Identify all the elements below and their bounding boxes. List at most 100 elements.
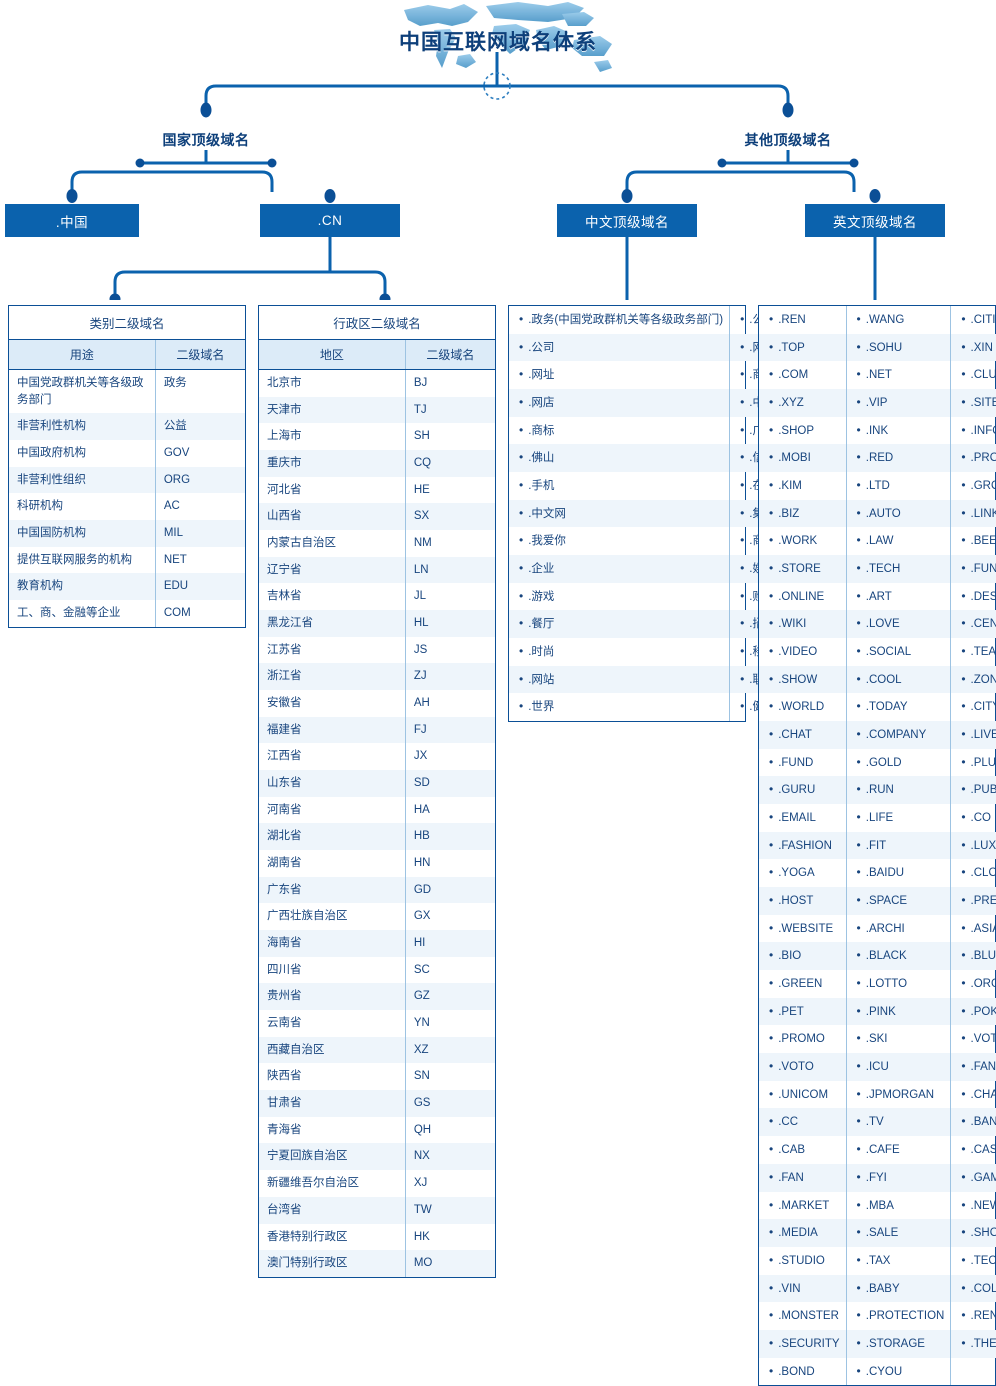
table-row: 新疆维吾尔自治区 XJ [259,1170,495,1197]
table-cell: 湖南省 [267,857,302,870]
node-dot [267,158,277,168]
table-row: .SHOP.INK.INFO [759,416,996,445]
table-row: 广西壮族自治区 GX [259,903,495,931]
table-cell: .MONSTER [759,1302,846,1330]
table-cell: .CITY [950,693,996,722]
node-dot [324,189,336,203]
node-box-cn[interactable]: .CN [260,204,400,237]
table-row: .VIDEO.SOCIAL.TEAM [759,638,996,666]
table-cell: .PRESS [950,887,996,915]
table-cell: ZJ [404,663,495,691]
table-cell: 河北省 [267,483,302,496]
table-row: .STUDIO.TAX.TECHNOLOGY [759,1246,996,1275]
table-cell: .LAW [845,527,951,556]
category-table-grid: 用途 二级域名 中国党政群机关等各级政务部门 政务 非营利性机构 公益 中国政府机构 GO… [9,340,245,627]
table-row: 宁夏回族自治区 NX [259,1143,495,1171]
table-cell: .REN [759,306,846,334]
node-box-english-tld[interactable]: 英文顶级域名 [805,204,945,237]
table-row: .MEDIA.SALE.SHOPPING [759,1219,996,1247]
table-cell: .ASIA [950,914,996,943]
table-cell: NET [154,546,245,574]
table-cell: 云南省 [267,1017,302,1030]
table-cell: .VIN [759,1274,847,1303]
table-row: .PET.PINK.POKER [759,997,996,1026]
table-cell: .SECURITY [759,1329,847,1358]
table-cell: 中国党政群机关等各级政务部门 [17,377,144,406]
table-cell: .PLUS [950,748,996,777]
table-cell: .JPMORGAN [845,1080,951,1109]
table-cell: .网站 [509,665,730,694]
table-cell: .COM [759,361,846,389]
table-cell: .WORLD [759,693,846,721]
table-row: 香港特别行政区 HK [259,1223,495,1251]
table-cell: .TECH [845,555,951,583]
table-cell: .SOHU [845,333,951,362]
table-row: .YOGA.BAIDU.CLOUD [759,859,996,888]
table-cell: .MOBI [759,444,847,473]
table-cell: 山东省 [259,770,406,797]
table-cell: .NEWS [950,1191,996,1220]
table-cell: .RUN [845,776,951,805]
table-row: .MOBI.RED.PRO [759,444,996,473]
table-row: 广东省 GD [259,876,495,904]
table-row: .XYZ.VIP.SITE [759,389,996,417]
node-box-cn-chinese[interactable]: .中国 [5,204,139,237]
node-box-label: 英文顶级域名 [833,214,917,230]
table-cell: .VIDEO [759,638,846,666]
table-cell: SD [404,770,495,797]
table-row: 中国国防机构 MIL [9,520,245,547]
table-cell: JX [404,743,495,771]
table-cell: .我爱你 [509,527,730,555]
table-cell: .ARCHI [845,914,951,943]
node-dot [717,158,727,168]
table-cell: 非营利性组织 [9,466,156,494]
table-cell: .FANS [950,1053,996,1081]
table-cell: 陕西省 [267,1070,302,1083]
branch-label-country-tld: 国家顶级域名 [162,132,250,148]
table-cell: .VOTO [759,1053,847,1081]
table-row: 科研机构 AC [9,493,245,521]
table-row: .HOST.SPACE.PRESS [759,887,996,915]
table-cell: 辽宁省 [259,556,406,584]
table-cell: 吉林省 [267,590,302,603]
node-box-label: .中国 [55,214,89,230]
table-cell: 香港特别行政区 [267,1230,348,1243]
table-cell: 江苏省 [267,643,302,656]
table-cell: SC [404,956,495,984]
table-cell: .STUDIO [759,1247,846,1275]
table-row: 提供互联网服务的机构 NET [9,546,245,574]
table-cell: .LTD [845,472,951,500]
table-cell: .ART [845,582,951,611]
table-row: .MARKET.MBA.NEWS [759,1191,996,1220]
table-cell: 湖北省 [259,823,406,851]
table-cell: .CLOUD [950,859,996,888]
table-cell: .SHOPPING [950,1219,996,1247]
node-box-chinese-tld[interactable]: 中文顶级域名 [557,204,697,237]
table-cell: GS [404,1090,495,1117]
table-row: 安徽省 AH [259,690,495,717]
table-row: 非营利性组织 ORG [9,466,245,494]
table-row: .KIM.LTD.GROUP [759,472,996,500]
table-cell: .CO [950,804,996,832]
table-cell: .FASHION [759,831,847,860]
table-cell: GOV [154,440,245,467]
table-cell: .FYI [845,1163,951,1192]
table-cell: .BOND [759,1358,846,1386]
table-cell: 工、商、金融等企业 [17,607,121,620]
category-table-caption: 类别二级域名 [9,306,245,340]
table-cell: FJ [404,716,495,744]
table-cell: .CAB [759,1136,846,1164]
table-cell: HK [404,1223,495,1251]
col-header-sld: 二级域名 [154,340,245,370]
table-cell: 重庆市 [259,450,406,477]
table-row: 湖北省 HB [259,823,495,851]
table-row: .MONSTER.PROTECTION.RENT [759,1302,996,1330]
table-row: 澳门特别行政区 MO [259,1250,495,1277]
table-cell: .GURU [759,776,847,805]
table-cell: .VIP [845,389,951,417]
table-cell: 天津市 [259,396,406,424]
table-cell: .PUB [950,776,996,805]
table-cell: XJ [404,1170,495,1197]
table-cell: .SALE [845,1219,951,1247]
table-row: .WORK.LAW.BEER [759,527,996,556]
